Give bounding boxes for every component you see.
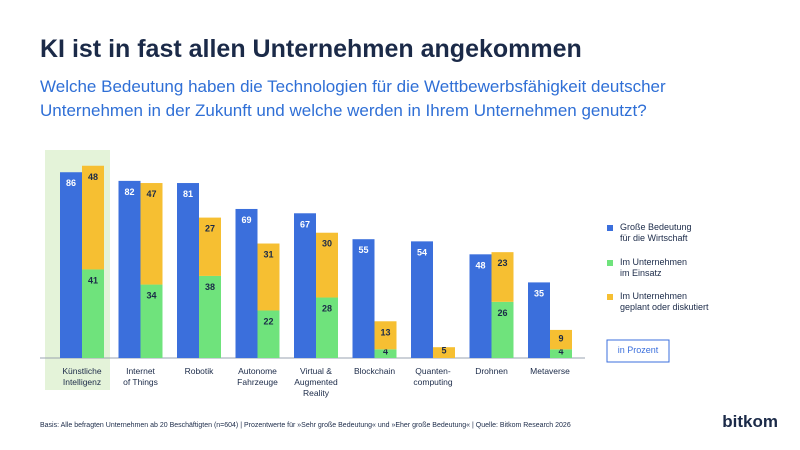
value-label: 27: [205, 224, 215, 234]
value-label: 81: [183, 189, 193, 199]
chart-title: KI ist in fast allen Unternehmen angekom…: [40, 35, 582, 63]
bar: [177, 183, 199, 358]
bar: [550, 349, 572, 358]
value-label: 69: [241, 215, 251, 225]
value-label: 54: [417, 248, 427, 258]
bar: [491, 252, 514, 302]
legend-marker: [607, 294, 613, 300]
bar: [374, 321, 397, 350]
bar: [60, 172, 82, 358]
bar: [528, 282, 550, 358]
bar: [257, 243, 280, 311]
bar: [140, 284, 163, 358]
value-label: 28: [322, 304, 332, 314]
bar: [316, 232, 338, 298]
value-label: 34: [146, 291, 156, 301]
bar: [118, 180, 141, 358]
x-tick-label: Robotik: [185, 366, 215, 376]
bar: [550, 329, 572, 350]
value-label: 26: [497, 308, 507, 318]
x-tick-label: Künstliche Intelligenz: [62, 366, 101, 387]
x-tick-label: Autonome Fahrzeuge: [237, 366, 278, 387]
bar: [235, 208, 258, 358]
bar: [257, 310, 280, 358]
value-label: 41: [88, 276, 98, 286]
value-label: 35: [534, 289, 544, 299]
value-label: 22: [263, 317, 273, 327]
x-tick-label: Quanten-computing: [413, 366, 452, 387]
legend-marker: [607, 225, 613, 231]
bar: [352, 239, 375, 358]
logo: bitkom: [722, 412, 778, 431]
x-tick-label: Blockchain: [354, 366, 395, 376]
footnote: Basis: Alle befragten Unternehmen ab 20 …: [40, 422, 571, 429]
x-tick-label: Virtual & Augmented Reality: [294, 366, 338, 398]
legend-label: Im Unternehmen geplant oder diskutiert: [620, 291, 709, 312]
bar: [316, 297, 338, 358]
x-tick-label: Metaverse: [530, 366, 570, 376]
bar: [140, 183, 163, 285]
value-label: 30: [322, 239, 332, 249]
bar: [82, 269, 104, 358]
bar: [433, 347, 455, 358]
bar: [411, 241, 433, 358]
legend-marker: [607, 260, 613, 266]
unit-note: in Prozent: [618, 345, 659, 355]
bar: [82, 165, 104, 270]
value-label: 48: [88, 172, 98, 182]
legend-label: Große Bedeutung für die Wirtschaft: [620, 222, 692, 243]
value-label: 55: [358, 246, 368, 256]
value-label: 47: [146, 189, 156, 199]
value-label: 38: [205, 282, 215, 292]
value-label: 4: [383, 347, 388, 357]
subtitle: Welche Bedeutung haben die Technologien …: [40, 77, 666, 120]
x-tick-label: Internet of Things: [123, 366, 158, 387]
value-label: 67: [300, 220, 310, 230]
value-label: 82: [124, 187, 134, 197]
value-label: 31: [263, 250, 273, 260]
bar: [374, 349, 397, 358]
value-label: 13: [380, 328, 390, 338]
bar: [469, 254, 492, 358]
x-tick-label: Drohnen: [475, 366, 508, 376]
legend-label: Im Unternehmen im Einsatz: [620, 257, 687, 278]
bar: [199, 217, 221, 276]
bar: [294, 213, 316, 358]
bar: [199, 275, 221, 358]
value-label: 23: [497, 259, 507, 269]
value-label: 9: [558, 334, 563, 344]
value-label: 86: [66, 179, 76, 189]
value-label: 4: [558, 347, 563, 357]
value-label: 48: [475, 261, 485, 271]
unit-box: [606, 339, 670, 363]
bar: [491, 301, 514, 358]
value-label: 5: [441, 346, 446, 356]
